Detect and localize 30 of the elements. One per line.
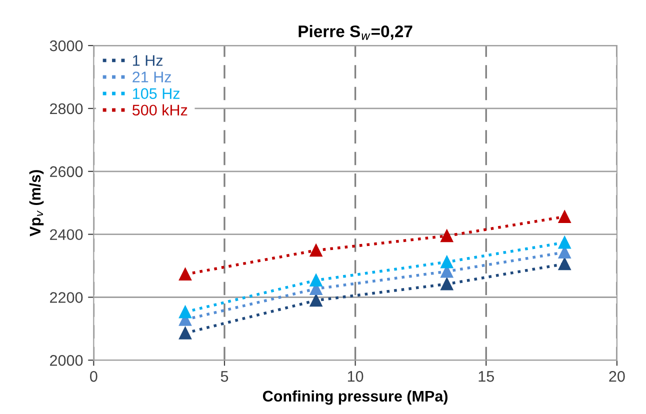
point (440, 230, 454, 242)
y-tick-label: 2200 (50, 292, 83, 303)
x-tick-label: 0 (90, 371, 98, 382)
point (178, 268, 192, 281)
y-tick-label: 2800 (50, 103, 83, 114)
x-tick-label: 20 (609, 371, 625, 382)
point (310, 294, 322, 307)
x-tick-label: 5 (220, 371, 228, 382)
y-tick-label: 2400 (50, 229, 83, 240)
y-axis-title: Vp$_{v}$ (m/s) (29, 170, 44, 236)
point (178, 326, 192, 340)
point (558, 258, 571, 270)
point (440, 278, 454, 290)
point (558, 210, 571, 223)
point (310, 244, 322, 257)
point (440, 256, 454, 268)
x-tick-label: 15 (478, 371, 494, 382)
y-tick-label: 2000 (50, 355, 83, 366)
point (178, 306, 192, 318)
x-tick-label: 10 (348, 371, 364, 382)
legend-label: 1 Hz (133, 55, 163, 66)
point (310, 274, 322, 287)
legend-label: 105 Hz (133, 88, 180, 99)
legend-label: 21 Hz (132, 72, 172, 82)
legend-label: 500 kHz (132, 104, 188, 116)
y-tick-label: 3000 (50, 40, 83, 52)
chart-title: Pierre S$_{w}$=0,27 (298, 25, 412, 40)
point (558, 236, 571, 249)
y-tick-label: 2600 (50, 166, 83, 178)
x-axis-title: Confining pressure (MPa) (262, 390, 448, 405)
